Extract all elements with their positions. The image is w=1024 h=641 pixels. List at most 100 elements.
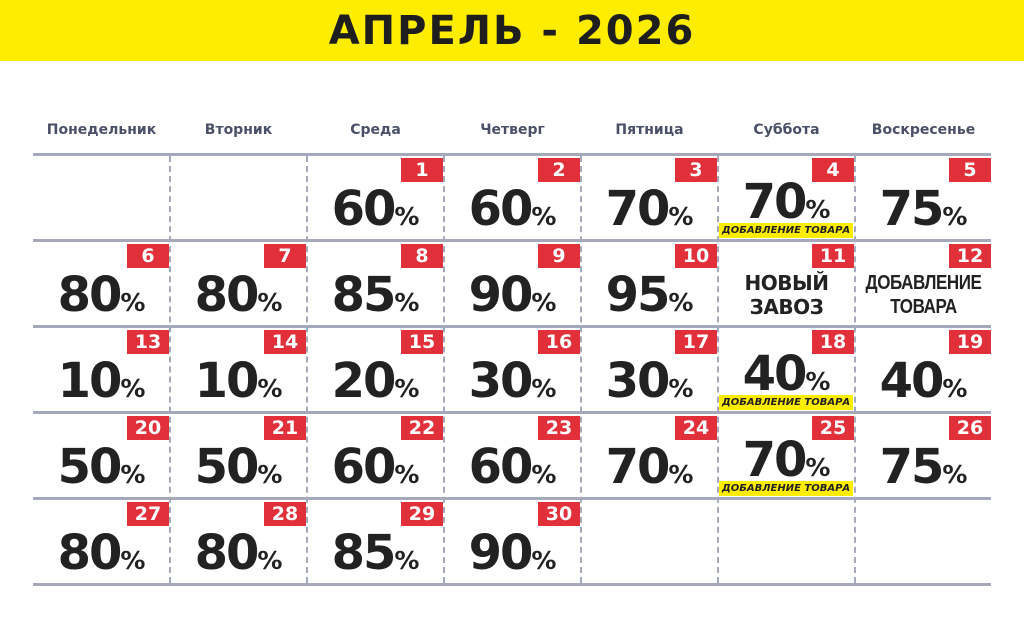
day-number-badge: 9 — [538, 244, 580, 268]
percent-sign: % — [257, 460, 283, 489]
percent-sign: % — [120, 374, 146, 403]
percent-sign: % — [394, 460, 420, 489]
day-number-badge: 2 — [538, 158, 580, 182]
percent-sign: % — [120, 460, 146, 489]
percent-sign: % — [257, 546, 283, 575]
day-cell[interactable]: 22 60% — [307, 414, 444, 497]
day-cell[interactable]: 10 95% — [581, 242, 718, 325]
restock-tag: ДОБАВЛЕНИЕ ТОВАРА — [719, 395, 853, 410]
day-cell[interactable]: 25 70% ДОБАВЛЕНИЕ ТОВАРА — [718, 414, 855, 497]
discount-number: 80 — [194, 525, 260, 581]
discount-value: 90% — [444, 527, 581, 587]
day-number-badge: 23 — [538, 416, 580, 440]
day-cell[interactable]: 14 10% — [170, 328, 307, 411]
day-cell[interactable]: 2 60% — [444, 156, 581, 239]
discount-number: 30 — [605, 353, 671, 409]
discount-value: 50% — [170, 441, 307, 501]
percent-sign: % — [668, 202, 694, 231]
day-cell[interactable]: 30 90% — [444, 500, 581, 583]
day-cell[interactable]: 24 70% — [581, 414, 718, 497]
discount-value: 85% — [307, 269, 444, 329]
day-number-badge: 24 — [675, 416, 717, 440]
discount-value: 70% — [718, 436, 855, 488]
day-number-badge: 25 — [812, 416, 854, 440]
day-cell[interactable]: 6 80% — [33, 242, 170, 325]
percent-sign: % — [531, 374, 557, 403]
weekday-header: Воскресенье — [871, 122, 976, 138]
day-cell[interactable]: 23 60% — [444, 414, 581, 497]
percent-sign: % — [120, 288, 146, 317]
discount-number: 75 — [879, 439, 945, 495]
day-cell[interactable]: 3 70% — [581, 156, 718, 239]
day-number-badge: 28 — [264, 502, 306, 526]
weekday-header: Суббота — [753, 122, 820, 138]
percent-sign: % — [942, 374, 968, 403]
discount-number: 10 — [57, 353, 123, 409]
weekday-header: Понедельник — [46, 122, 157, 138]
day-cell[interactable]: 12 ДОБАВЛЕНИЕ ТОВАРА — [855, 242, 992, 325]
day-cell[interactable]: 16 30% — [444, 328, 581, 411]
discount-number: 70 — [605, 439, 671, 495]
restock-tag: ДОБАВЛЕНИЕ ТОВАРА — [719, 481, 853, 496]
discount-number: 80 — [57, 267, 123, 323]
day-cell[interactable]: 29 85% — [307, 500, 444, 583]
discount-number: 90 — [468, 525, 534, 581]
day-cell[interactable]: 5 75% — [855, 156, 992, 239]
discount-number: 70 — [742, 432, 808, 488]
day-cell[interactable]: 8 85% — [307, 242, 444, 325]
discount-value: 60% — [444, 183, 581, 243]
percent-sign: % — [668, 460, 694, 489]
discount-value: 60% — [307, 441, 444, 501]
discount-number: 80 — [57, 525, 123, 581]
day-cell[interactable]: 1 60% — [307, 156, 444, 239]
day-cell[interactable]: 17 30% — [581, 328, 718, 411]
percent-sign: % — [942, 460, 968, 489]
event-note: НОВЫЙ ЗАВОЗ — [718, 271, 855, 319]
discount-number: 40 — [742, 346, 808, 402]
day-cell[interactable]: 13 10% — [33, 328, 170, 411]
discount-number: 30 — [468, 353, 534, 409]
discount-number: 85 — [331, 267, 397, 323]
day-number-badge: 19 — [949, 330, 991, 354]
grid-divider — [717, 156, 719, 583]
discount-number: 60 — [468, 439, 534, 495]
day-cell[interactable]: 18 40% ДОБАВЛЕНИЕ ТОВАРА — [718, 328, 855, 411]
day-cell[interactable]: 9 90% — [444, 242, 581, 325]
percent-sign: % — [668, 374, 694, 403]
day-cell[interactable]: 21 50% — [170, 414, 307, 497]
day-cell[interactable]: 20 50% — [33, 414, 170, 497]
day-cell[interactable]: 28 80% — [170, 500, 307, 583]
percent-sign: % — [394, 546, 420, 575]
discount-number: 10 — [194, 353, 260, 409]
grid-divider — [854, 156, 856, 583]
percent-sign: % — [668, 288, 694, 317]
discount-value: 80% — [170, 269, 307, 329]
day-number-badge: 8 — [401, 244, 443, 268]
day-cell[interactable]: 27 80% — [33, 500, 170, 583]
day-cell[interactable]: 26 75% — [855, 414, 992, 497]
day-cell[interactable]: 19 40% — [855, 328, 992, 411]
grid-line — [33, 325, 991, 328]
discount-number: 50 — [194, 439, 260, 495]
percent-sign: % — [120, 546, 146, 575]
day-cell[interactable]: 4 70% ДОБАВЛЕНИЕ ТОВАРА — [718, 156, 855, 239]
day-cell[interactable]: 15 20% — [307, 328, 444, 411]
discount-value: 30% — [444, 355, 581, 415]
percent-sign: % — [805, 195, 831, 224]
discount-number: 60 — [331, 439, 397, 495]
discount-value: 75% — [855, 183, 992, 243]
weekday-header: Среда — [350, 122, 401, 138]
discount-value: 80% — [170, 527, 307, 587]
grid-line — [33, 239, 991, 242]
percent-sign: % — [394, 374, 420, 403]
header-banner: АПРЕЛЬ - 2026 — [0, 0, 1024, 61]
day-number-badge: 21 — [264, 416, 306, 440]
percent-sign: % — [805, 367, 831, 396]
discount-value: 20% — [307, 355, 444, 415]
day-cell[interactable]: 7 80% — [170, 242, 307, 325]
event-note-line: ТОВАРА — [890, 296, 957, 318]
discount-value: 10% — [33, 355, 170, 415]
percent-sign: % — [394, 288, 420, 317]
day-cell[interactable]: 11 НОВЫЙ ЗАВОЗ — [718, 242, 855, 325]
discount-value: 85% — [307, 527, 444, 587]
